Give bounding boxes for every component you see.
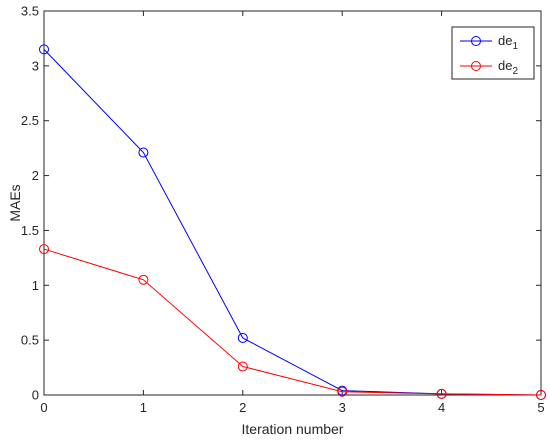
legend-item: de2 [460,58,518,77]
data-point [237,361,248,372]
data-point [39,244,49,255]
y-tick-label: 1 [32,278,39,293]
series-layer [39,44,546,400]
data-point [39,44,49,55]
series-de2 [39,244,546,400]
legend-label: de2 [498,58,518,77]
y-tick-label: 2.5 [21,113,39,128]
data-point [436,388,447,399]
y-tick-label: 3 [32,58,39,73]
data-point [337,386,348,397]
y-axis-label: MAEs [7,184,23,221]
y-tick-label: 2 [32,168,39,183]
data-point [237,332,248,343]
x-tick-label: 3 [339,400,346,415]
data-point [138,274,149,285]
x-tick-label: 5 [537,400,544,415]
series-line [43,248,542,396]
y-tick-label: 3.5 [21,4,39,19]
y-tick-label: 0.5 [21,333,39,348]
legend-marker [471,36,481,46]
data-point [138,147,149,158]
x-tick-label: 2 [239,400,246,415]
x-axis-label: Iteration number [242,421,344,437]
x-tick-label: 1 [140,400,147,415]
legend-marker [471,61,481,71]
data-point [536,390,546,400]
legend-box [451,26,535,80]
y-tick-label: 1.5 [21,223,39,238]
x-tick-label: 0 [40,400,47,415]
y-axis-ticks: 0 0.5 1 1.5 2 2.5 3 3.5 [21,4,541,403]
y-tick-label: 0 [32,388,39,403]
legend-label: de1 [498,33,518,52]
legend-item: de1 [460,33,518,52]
x-tick-label: 4 [438,400,445,415]
